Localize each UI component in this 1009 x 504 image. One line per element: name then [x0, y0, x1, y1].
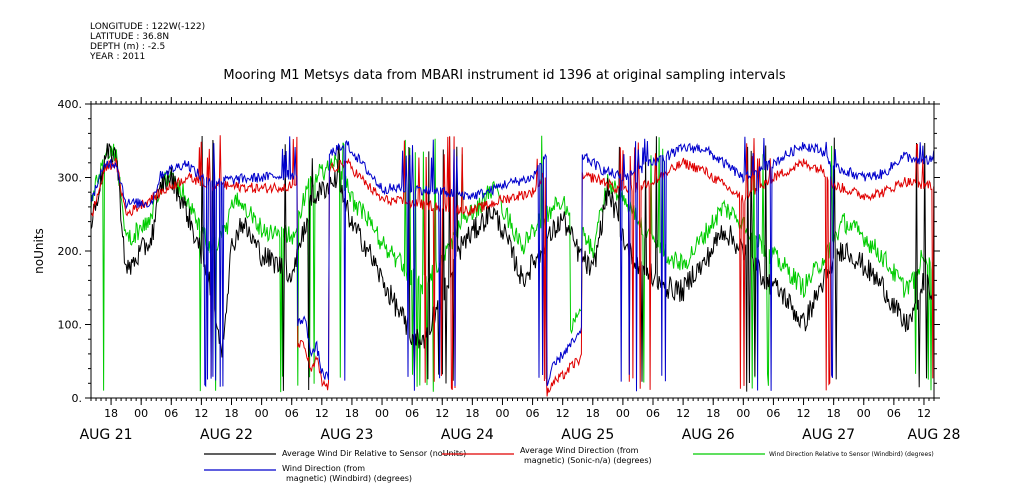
x-tick-label: 06: [405, 407, 419, 420]
x-tick-label: 12: [797, 407, 811, 420]
x-tick-label: 06: [164, 407, 178, 420]
x-tick-label: 00: [375, 407, 389, 420]
y-axis-label: noUnits: [32, 228, 46, 274]
chart-title: Mooring M1 Metsys data from MBARI instru…: [223, 68, 786, 83]
legend-label-blue: magnetic) (Windbird) (degrees): [286, 474, 412, 483]
x-tick-label: 06: [646, 407, 660, 420]
x-tick-label: 12: [556, 407, 570, 420]
x-tick-label: 00: [495, 407, 509, 420]
date-label: AUG 28: [908, 427, 961, 443]
x-tick-label: 18: [827, 407, 841, 420]
legend-label-red: Average Wind Direction (from: [520, 446, 639, 455]
x-tick-label: 06: [285, 407, 299, 420]
longitude-label: LONGITUDE : 122W(-122): [90, 22, 206, 32]
date-label: AUG 26: [682, 427, 735, 443]
legend-label-blue: Wind Direction (from: [282, 464, 365, 473]
depth-label: DEPTH (m) : -2.5: [90, 42, 166, 52]
y-tick-label: 400.: [58, 98, 83, 111]
legend-label-black: Average Wind Dir Relative to Sensor (noU…: [282, 449, 466, 458]
series-line-blue: [90, 136, 935, 392]
x-tick-label: 18: [586, 407, 600, 420]
x-tick-label: 00: [616, 407, 630, 420]
x-tick-label: 18: [225, 407, 239, 420]
x-tick-label: 12: [194, 407, 208, 420]
x-tick-label: 18: [465, 407, 479, 420]
legend-label-red: magnetic) (Sonic-n/a) (degrees): [524, 456, 652, 465]
series-line-green: [90, 135, 935, 393]
date-label: AUG 22: [200, 427, 253, 443]
date-label: AUG 23: [320, 427, 373, 443]
latitude-label: LATITUDE : 36.8N: [90, 32, 170, 42]
x-tick-label: 12: [676, 407, 690, 420]
x-tick-label: 00: [255, 407, 269, 420]
x-tick-label: 18: [706, 407, 720, 420]
y-tick-label: 200.: [58, 245, 83, 258]
x-tick-label: 12: [435, 407, 449, 420]
year-label: YEAR : 2011: [90, 52, 146, 62]
x-tick-label: 06: [526, 407, 540, 420]
x-tick-label: 12: [917, 407, 931, 420]
y-tick-label: 300.: [58, 172, 83, 185]
y-tick-label: 0.: [72, 392, 83, 405]
x-tick-label: 06: [766, 407, 780, 420]
x-tick-label: 00: [857, 407, 871, 420]
x-tick-label: 06: [887, 407, 901, 420]
legend-label-green: Wind Direction Relative to Sensor (Windb…: [769, 451, 934, 458]
series-line-red: [90, 135, 935, 397]
x-tick-label: 18: [345, 407, 359, 420]
series-line-black: [90, 135, 935, 392]
date-label: AUG 24: [441, 427, 494, 443]
x-tick-label: 12: [315, 407, 329, 420]
date-label: AUG 25: [561, 427, 614, 443]
x-tick-label: 18: [104, 407, 118, 420]
y-tick-label: 100.: [58, 319, 83, 332]
date-label: AUG 21: [80, 427, 133, 443]
date-label: AUG 27: [802, 427, 855, 443]
x-tick-label: 00: [134, 407, 148, 420]
x-tick-label: 00: [736, 407, 750, 420]
